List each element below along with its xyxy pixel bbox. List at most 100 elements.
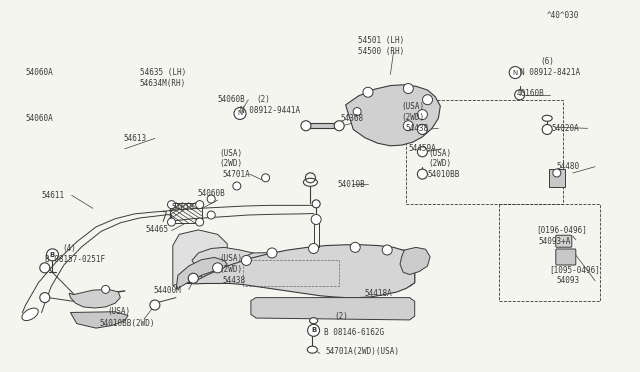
Text: [1095-0496]: [1095-0496] [549,265,600,274]
Text: 54611: 54611 [42,191,65,200]
Polygon shape [346,85,440,146]
Circle shape [233,182,241,190]
Text: (USA): (USA) [108,307,131,316]
Text: N 08912-9441A: N 08912-9441A [240,106,300,115]
Circle shape [515,90,525,100]
Text: 40160B: 40160B [517,89,545,98]
Ellipse shape [22,308,38,321]
Text: 54060B: 54060B [197,189,225,198]
Circle shape [150,300,160,310]
Text: (USA): (USA) [401,102,424,110]
Text: (USA): (USA) [219,254,242,263]
Text: (2WD): (2WD) [219,159,242,168]
Text: 54618: 54618 [172,203,195,212]
Circle shape [262,174,269,182]
Circle shape [542,125,552,134]
Text: 54613: 54613 [124,134,147,143]
Circle shape [509,67,521,78]
Circle shape [353,108,361,116]
Circle shape [553,169,561,177]
Circle shape [196,201,204,209]
Circle shape [168,218,175,226]
Circle shape [301,121,311,131]
Circle shape [382,245,392,255]
Text: 54480: 54480 [557,162,580,171]
Text: 54459A: 54459A [408,144,436,153]
Ellipse shape [542,115,552,121]
Text: (2WD): (2WD) [429,159,452,168]
Text: 54701A: 54701A [223,170,250,179]
FancyBboxPatch shape [556,235,572,247]
Polygon shape [400,247,430,275]
Text: B 08157-0251F: B 08157-0251F [45,255,105,264]
Text: (4): (4) [63,244,77,253]
Text: 54093: 54093 [557,276,580,285]
Text: B: B [311,327,316,333]
Text: (2WD): (2WD) [401,113,424,122]
Circle shape [234,108,246,119]
Text: 54020A: 54020A [552,124,579,133]
Text: 54438: 54438 [223,276,246,285]
Text: 54500 (RH): 54500 (RH) [358,47,404,56]
Text: (2): (2) [334,312,348,321]
Polygon shape [173,230,227,286]
Circle shape [417,110,428,119]
Circle shape [241,256,252,265]
Circle shape [40,293,50,302]
Polygon shape [246,250,415,286]
Circle shape [350,243,360,252]
FancyBboxPatch shape [549,169,565,187]
Text: 54093+A: 54093+A [539,237,572,246]
Circle shape [207,211,215,219]
Text: (2WD): (2WD) [219,265,242,274]
Text: N: N [513,70,518,76]
Text: (2): (2) [256,95,270,104]
Text: 54418A: 54418A [365,289,392,298]
Circle shape [308,244,319,253]
Circle shape [188,273,198,283]
Text: B: B [50,252,55,258]
Circle shape [207,195,215,203]
Text: 54438: 54438 [405,124,428,133]
Polygon shape [192,247,403,283]
Circle shape [312,200,320,208]
Polygon shape [186,245,415,298]
Polygon shape [70,312,128,328]
Circle shape [168,201,175,209]
Polygon shape [251,298,415,320]
Text: 54060A: 54060A [26,114,53,123]
Circle shape [403,84,413,93]
Circle shape [308,324,319,336]
Circle shape [102,285,109,294]
Text: (6): (6) [541,57,555,66]
Circle shape [47,249,58,261]
Text: [0196-0496]: [0196-0496] [536,225,587,234]
Text: 54010B: 54010B [337,180,365,189]
FancyBboxPatch shape [556,249,576,265]
Text: (USA): (USA) [219,149,242,158]
Text: N 08912-8421A: N 08912-8421A [520,68,580,77]
Text: 54634M(RH): 54634M(RH) [140,79,186,88]
Text: 54060A: 54060A [26,68,53,77]
Polygon shape [69,289,120,308]
Circle shape [422,95,433,105]
Text: 54465: 54465 [146,225,169,234]
Polygon shape [176,257,227,289]
Circle shape [403,121,413,131]
Circle shape [40,263,50,273]
Circle shape [196,218,204,226]
Text: 54701A(2WD)(USA): 54701A(2WD)(USA) [325,347,399,356]
Ellipse shape [307,346,317,353]
Circle shape [334,121,344,131]
Text: N: N [237,110,243,116]
Ellipse shape [303,178,317,186]
Text: 54368: 54368 [340,114,364,123]
Circle shape [417,147,428,157]
Circle shape [267,248,277,258]
Text: 54635 (LH): 54635 (LH) [140,68,186,77]
Circle shape [311,215,321,224]
Text: 54010BB(2WD): 54010BB(2WD) [99,319,155,328]
Text: 54060B: 54060B [218,95,245,104]
Text: 54501 (LH): 54501 (LH) [358,36,404,45]
Circle shape [417,169,428,179]
